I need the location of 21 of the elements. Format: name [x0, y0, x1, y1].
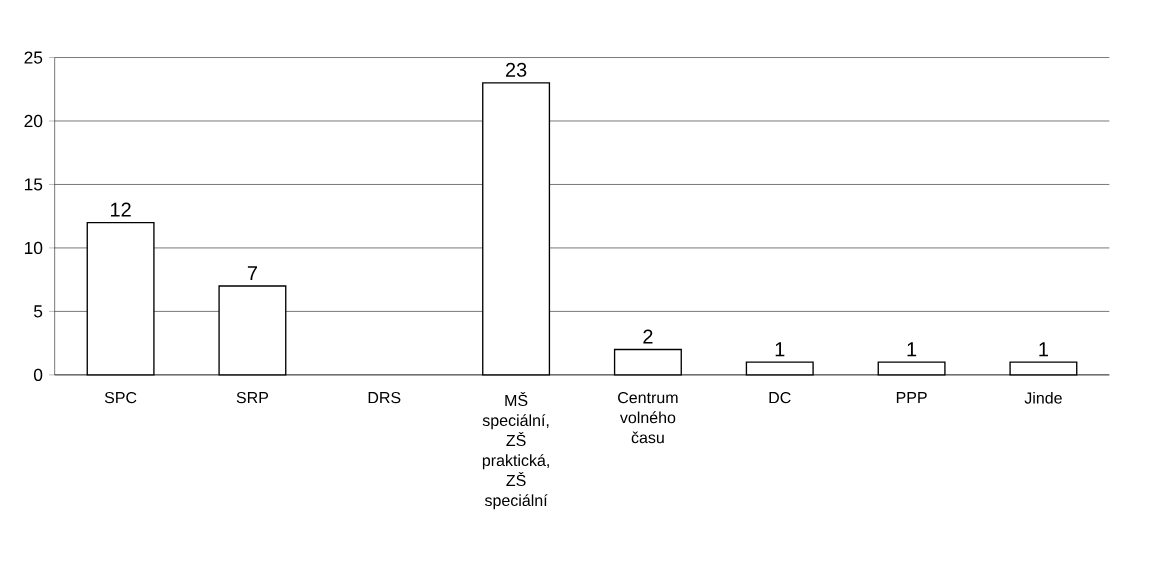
x-tick-label: PPP — [896, 391, 927, 403]
y-tick-label: 20 — [24, 114, 43, 128]
x-tick-label: Jinde — [1024, 391, 1062, 404]
x-tick-label: DRS — [368, 391, 401, 404]
x-tick-label: DC — [769, 391, 791, 404]
y-tick-label: 5 — [33, 305, 43, 318]
y-tick-label: 0 — [33, 368, 43, 381]
x-tick-label: SPC — [104, 391, 137, 404]
y-tick-label: 10 — [24, 241, 43, 255]
x-tick-label: MŠ speciální, ZŠ praktická, ZŠ speciální — [482, 391, 549, 510]
data-label: 23 — [505, 62, 527, 77]
y-tick-label: 15 — [24, 178, 43, 191]
data-label: 12 — [110, 202, 131, 217]
data-label: 2 — [643, 329, 653, 344]
data-label: 1 — [907, 342, 917, 357]
x-tick-label: Centrum volného času — [618, 391, 678, 444]
y-tick-label: 25 — [24, 51, 43, 64]
data-label: 7 — [247, 266, 257, 280]
x-tick-label: SRP — [236, 391, 269, 404]
data-label: 1 — [1039, 342, 1048, 357]
data-label: 1 — [775, 342, 785, 357]
